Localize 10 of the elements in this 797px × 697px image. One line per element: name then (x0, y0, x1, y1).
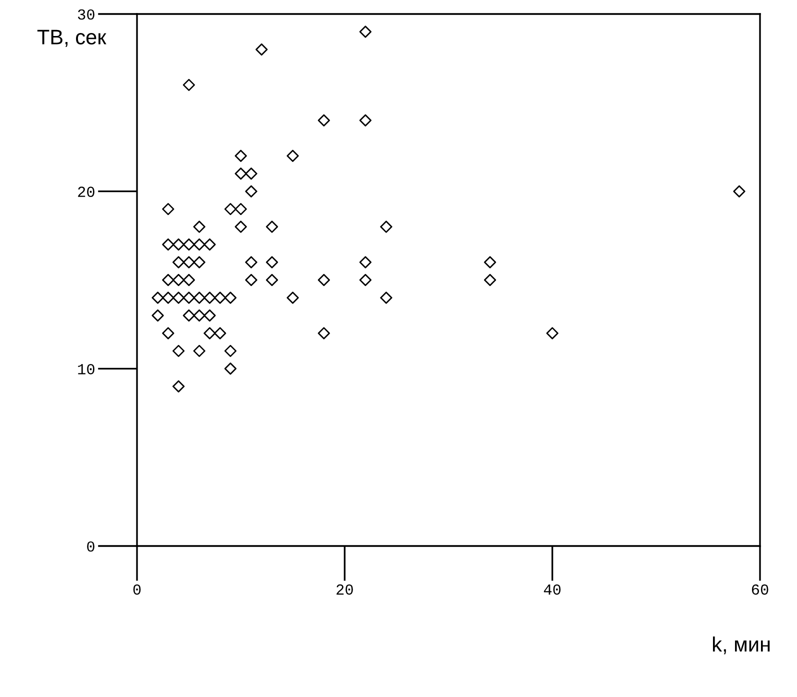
y-tick-label: 10 (78, 364, 94, 374)
y-tick-label: 0 (87, 541, 94, 552)
y-tick-label: 20 (78, 186, 94, 198)
x-tick-label: 60 (752, 584, 768, 595)
x-axis-title: k, мин (712, 636, 770, 654)
y-axis-title: ТВ, сек (37, 30, 106, 47)
x-tick-label: 20 (336, 584, 353, 595)
y-tick-label: 30 (78, 9, 94, 20)
x-tick-label: 0 (133, 584, 141, 595)
x-tick-label: 40 (544, 584, 561, 595)
